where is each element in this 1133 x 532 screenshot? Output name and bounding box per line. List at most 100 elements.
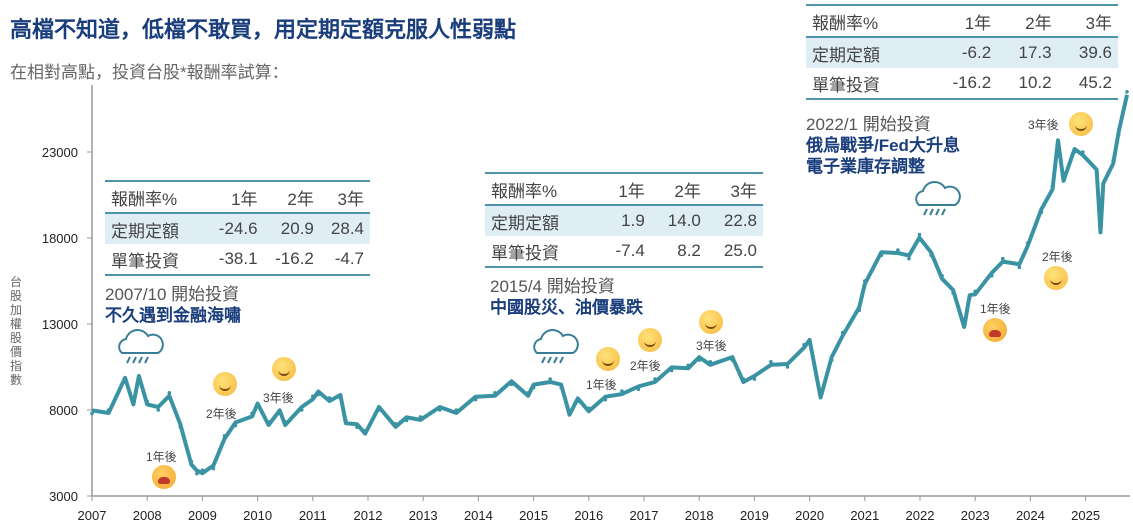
data-point: [879, 253, 884, 257]
data-point: [1111, 158, 1115, 163]
data-point: [1039, 210, 1044, 214]
data-point: [145, 399, 149, 404]
data-point: [473, 397, 478, 402]
data-point: [929, 253, 933, 257]
rain-cloud-icon: [118, 329, 164, 354]
data-point: [222, 434, 227, 438]
x-tick-label: 2024: [1016, 508, 1045, 523]
return-table-2015: 報酬率% 1年 2年 3年 定期定額 1.9 14.0 22.8 單筆投資 -7.4 8.2 25…: [485, 172, 763, 268]
data-point: [1081, 150, 1085, 154]
return-table-2022: 報酬率% 1年 2年 3年 定期定額 -6.2 17.3 39.6 單筆投資 -16.2 10.…: [806, 4, 1118, 100]
label-1y-2007: 1年後: [146, 450, 177, 464]
x-tick-label: 2021: [850, 508, 879, 523]
data-point: [857, 308, 862, 313]
data-point: [603, 397, 608, 402]
y-tick-label: 23000: [42, 145, 78, 160]
data-point: [686, 363, 690, 368]
label-1y-2015: 1年後: [586, 378, 617, 392]
crying-face-icon: [152, 465, 176, 489]
data-point: [250, 411, 254, 416]
data-point: [355, 425, 359, 430]
data-point: [559, 385, 563, 390]
label-2y-2022: 2年後: [1042, 250, 1073, 264]
data-point: [907, 256, 911, 261]
smiling-face-icon: [1044, 266, 1068, 290]
data-point: [697, 358, 701, 362]
data-point: [1098, 227, 1103, 232]
y-tick-label: 8000: [49, 403, 78, 418]
rain-drop: [132, 356, 137, 364]
data-point: [730, 358, 735, 362]
x-tick-label: 2017: [630, 508, 659, 523]
data-point: [211, 466, 216, 471]
subtitle: 在相對高點，投資台股*報酬率試算：: [10, 63, 289, 82]
page-title: 高檔不知道，低檔不敢買，用定期定額克服人性弱點: [10, 17, 517, 42]
smiling-face-icon: [213, 372, 237, 396]
x-tick-label: 2007: [78, 508, 107, 523]
x-tick-label: 2019: [740, 508, 769, 523]
data-point: [620, 389, 624, 393]
data-point: [548, 377, 552, 381]
return-table-2007: 報酬率% 1年 2年 3年 定期定額 -24.6 20.9 28.4 單筆投資 -38.1 -1…: [105, 180, 370, 276]
x-tick-label: 2009: [188, 508, 217, 523]
rain-drop: [144, 356, 149, 364]
annotation-2007: 2007/10 開始投資 不久遇到金融海嘯: [105, 285, 241, 325]
data-point: [896, 248, 900, 252]
data-point: [669, 368, 674, 373]
x-tick-label: 2012: [354, 508, 383, 523]
data-point: [1061, 176, 1066, 180]
data-point: [316, 392, 321, 397]
data-point: [741, 377, 746, 381]
data-point: [255, 404, 260, 409]
data-point: [951, 291, 955, 295]
label-2y-2007: 2年後: [206, 407, 237, 421]
rain-cloud-icon: [915, 181, 961, 206]
data-point: [233, 423, 238, 428]
data-point: [973, 289, 977, 294]
data-point: [752, 377, 757, 381]
smiling-face-icon: [1069, 112, 1093, 136]
data-point: [1025, 241, 1030, 245]
data-point: [277, 411, 282, 416]
data-point: [106, 408, 111, 412]
data-point: [526, 391, 530, 395]
label-2y-2015: 2年後: [630, 359, 661, 373]
data-point: [123, 378, 127, 383]
data-point: [531, 385, 536, 390]
x-tick-label: 2018: [685, 508, 714, 523]
rain-cloud-icon: [533, 329, 579, 354]
data-point: [283, 420, 288, 424]
smiling-face-icon: [638, 328, 662, 352]
label-3y-2007: 3年後: [263, 391, 294, 405]
data-point: [493, 391, 497, 395]
data-point: [829, 358, 834, 362]
data-point: [769, 360, 773, 364]
data-point: [189, 459, 194, 464]
annotation-2015: 2015/4 開始投資 中國股災、油價暴跌: [490, 277, 643, 317]
data-point: [785, 365, 790, 369]
crying-face-icon: [983, 318, 1007, 342]
data-point: [131, 399, 136, 404]
label-3y-2022: 3年後: [1028, 118, 1059, 132]
y-tick-label: 3000: [49, 489, 78, 504]
rain-drop: [553, 356, 558, 364]
data-point: [1001, 256, 1005, 261]
data-point: [344, 418, 348, 423]
data-point: [437, 408, 442, 412]
data-point: [377, 408, 381, 412]
data-point: [653, 377, 657, 381]
label-1y-2022: 1年後: [980, 302, 1011, 316]
data-point: [1017, 265, 1022, 270]
x-tick-label: 2014: [464, 508, 493, 523]
data-point: [967, 296, 972, 301]
data-point: [509, 382, 514, 387]
data-point: [1094, 170, 1099, 175]
data-point: [363, 428, 368, 433]
data-point: [311, 394, 315, 399]
x-tick-label: 2025: [1071, 508, 1100, 523]
data-point: [454, 408, 459, 412]
y-axis-label: 台股加權股價指數: [10, 275, 23, 387]
rain-drop: [138, 356, 143, 364]
rain-drop: [923, 208, 928, 216]
